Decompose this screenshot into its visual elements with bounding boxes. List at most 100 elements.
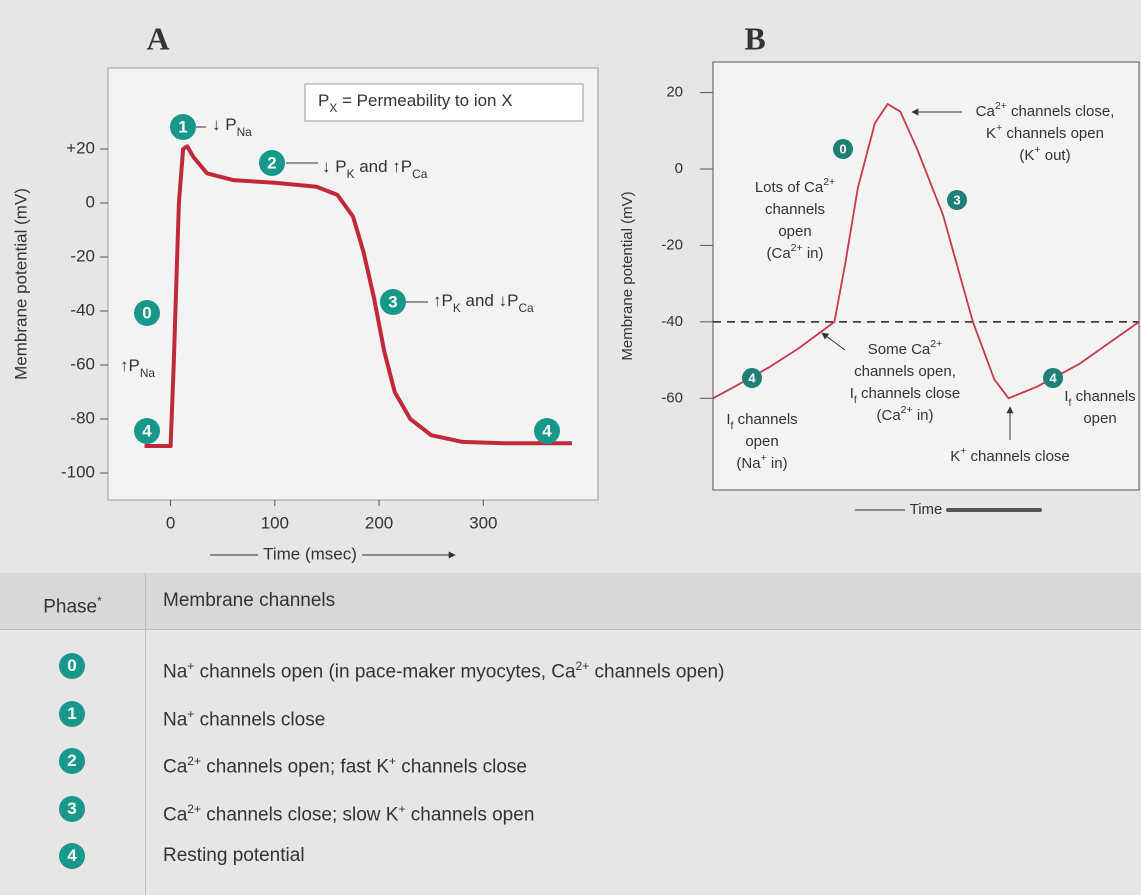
subscript: f [731, 420, 734, 432]
phase-marker-label: 3 [388, 292, 397, 311]
y-tick-label: -60 [70, 354, 95, 373]
superscript: 2+ [187, 754, 201, 768]
text-run: channels [765, 201, 825, 218]
annotation: open [1083, 410, 1116, 427]
text-run: channels open) [589, 661, 725, 683]
subscript: f [854, 394, 857, 406]
superscript: 2+ [930, 338, 942, 350]
header-cell: Phase* [0, 589, 145, 619]
text-run: channels open [1002, 125, 1104, 142]
subscript: Na [140, 366, 156, 380]
phase-marker-label: 4 [142, 421, 152, 440]
superscript: + [1034, 144, 1040, 156]
y-tick-label: -20 [661, 236, 683, 253]
superscript: 2+ [791, 242, 803, 254]
column-divider [145, 573, 146, 895]
superscript: + [187, 659, 195, 673]
text-run: I [850, 385, 854, 402]
text-run: in) [913, 407, 934, 424]
text-run: I [1064, 388, 1068, 405]
phase-table: Phase* Membrane channels 0 Na+ channels ope… [0, 573, 1141, 895]
subscript: K [453, 301, 461, 315]
x-tick-label: 300 [469, 513, 497, 532]
phase-marker [170, 114, 196, 140]
annotation: channels open, [854, 363, 956, 380]
phase-marker-label: 4 [748, 370, 756, 385]
panel-title: B [744, 20, 765, 56]
x-tick-label: 200 [365, 513, 393, 532]
text-run: ↑P [433, 291, 453, 310]
phase-marker [833, 139, 853, 159]
subscript: Ca [518, 301, 534, 315]
superscript: + [960, 445, 966, 457]
phase-marker [534, 418, 560, 444]
text-run: ↑P [120, 356, 140, 375]
text-run: out) [1041, 147, 1071, 164]
x-axis-label: Time (msec) [263, 544, 357, 563]
phase-marker-label: 1 [178, 117, 187, 136]
text-run: I [726, 411, 730, 428]
phase-marker-label: 3 [953, 192, 960, 207]
superscript: + [389, 754, 397, 768]
annotation: open [778, 223, 811, 240]
text-run: Na [163, 708, 188, 730]
text-run: Some Ca [868, 341, 931, 358]
table-header [0, 573, 1141, 630]
phase-marker [134, 418, 160, 444]
phase-marker-label: 4 [542, 421, 552, 440]
phase-marker [742, 368, 762, 388]
text-run: channels close [966, 448, 1069, 465]
subscript: Na [237, 125, 253, 139]
annotation: ↓ PNa [212, 115, 252, 139]
plot-area-b [712, 61, 1140, 491]
text-run: and ↓P [461, 291, 519, 310]
subscript: K [347, 167, 355, 181]
phase-marker [259, 150, 285, 176]
text-run: Phase [43, 596, 98, 618]
row-text: Na+ channels close [163, 702, 325, 732]
text-run: Resting potential [163, 845, 305, 866]
y-tick-label: -100 [61, 462, 95, 481]
phase-marker: 3 [59, 795, 85, 822]
annotation: K+ channels open [986, 122, 1104, 142]
superscript: + [996, 122, 1002, 134]
text-run: K [986, 125, 996, 142]
text-run: channels close; slow K [200, 803, 399, 825]
row-text: Na+ channels open (in pace-maker myocyte… [163, 654, 724, 684]
text-run: P [318, 91, 329, 110]
text-run: in) [767, 455, 788, 472]
text-run: channels [733, 411, 797, 428]
legend-box [304, 83, 584, 122]
annotation: PX = Permeability to ion X [318, 91, 513, 115]
phase-marker-label: 4 [1049, 370, 1057, 385]
y-tick-label: -20 [70, 246, 95, 265]
y-tick-label: +20 [66, 138, 95, 157]
text-run: Ca [163, 803, 188, 825]
text-run: channels open (in pace-maker myocytes, C… [194, 661, 576, 683]
text-run: = Permeability to ion X [337, 91, 512, 110]
text-run: channels open; fast K [200, 756, 389, 778]
x-tick-label: 100 [261, 513, 289, 532]
text-run: channels [1071, 388, 1135, 405]
phase-marker-label: 0 [839, 141, 846, 156]
subscript: f [1069, 397, 1072, 409]
superscript: + [187, 706, 195, 721]
annotation: ↓ PK and ↑PCa [322, 157, 428, 181]
annotation: (Ca2+ in) [767, 242, 824, 262]
annotation: Lots of Ca2+ [755, 176, 835, 196]
annotation: If channels [726, 411, 797, 432]
text-run: (Ca [767, 245, 792, 262]
phase-marker: 1 [59, 700, 85, 727]
superscript: 2+ [575, 659, 590, 673]
annotation: K+ channels close [950, 445, 1070, 465]
phase-marker [380, 289, 406, 315]
annotation: ↑PNa [120, 356, 155, 380]
row-text: Ca2+ channels close; slow K+ channels op… [163, 797, 534, 827]
phase-marker: 2 [59, 748, 85, 774]
annotation: If channels [1064, 388, 1135, 409]
header-cell: Membrane channels [163, 589, 335, 613]
annotation: ↑PK and ↓PCa [433, 291, 534, 315]
x-axis-label: Time [910, 501, 943, 518]
phase-marker [134, 300, 160, 326]
